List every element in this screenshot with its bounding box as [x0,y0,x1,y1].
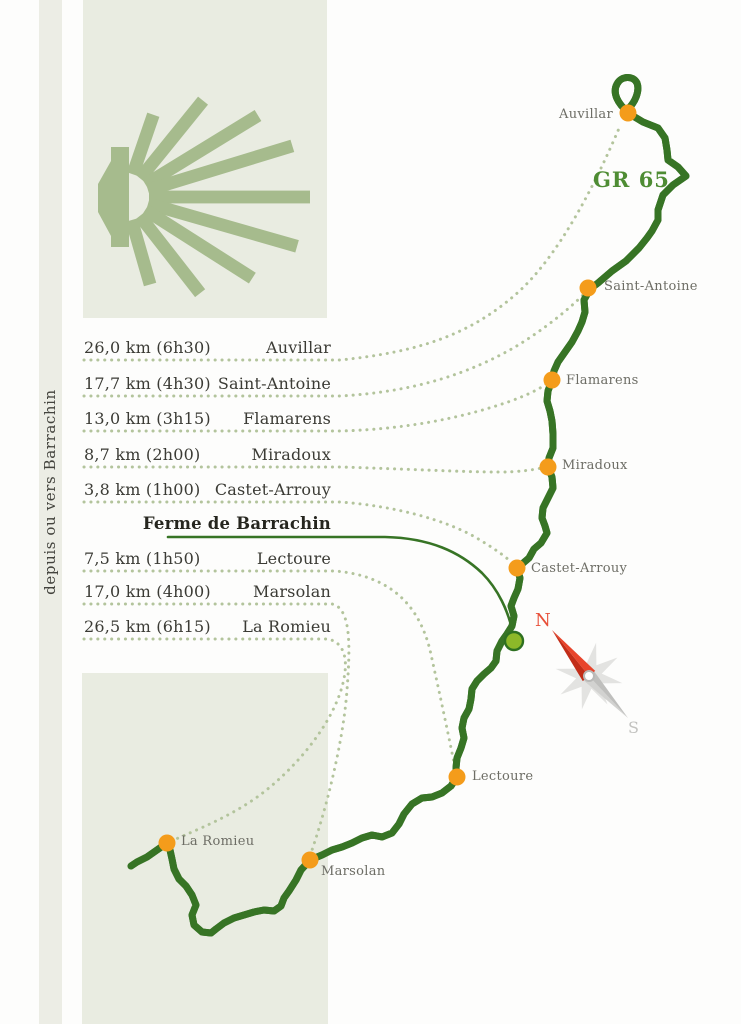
origin-circle-marker [503,630,525,652]
waypoint-la-romieu [158,834,176,852]
compass-needle-north-bright [552,630,596,676]
town-flamarens: Flamarens [243,409,331,428]
origin-label: Ferme de Barrachin [142,514,331,533]
distance-lectoure: 7,5 km (1h50) [84,549,201,568]
list-row-saint-antoine: 17,7 km (4h30) Saint-Antoine [84,374,331,393]
town-la-romieu: La Romieu [242,617,331,636]
compass-needle-north [552,630,589,682]
waypoint-lectoure [448,768,466,786]
list-row-castet-arrouy: 3,8 km (1h00) Castet-Arrouy [84,480,331,499]
compass-needle-south [583,676,628,718]
map-label-miradoux: Miradoux [562,458,628,473]
list-row-auvillar: 26,0 km (6h30) Auvillar [84,338,331,357]
bottom-left-panel [82,673,328,1024]
map-label-auvillar: Auvillar [559,107,613,122]
dotted-leader-lines [82,124,622,852]
map-label-la-romieu: La Romieu [181,834,255,849]
distance-la-romieu: 26,5 km (6h15) [84,617,211,636]
scallop-shell-icon [98,96,310,298]
waypoint-marsolan [301,851,319,869]
left-sidebar-strip [39,0,62,1024]
map-label-lectoure: Lectoure [472,769,534,784]
route-label-gr65: GR 65 [593,167,670,192]
distance-saint-antoine: 17,7 km (4h30) [84,374,211,393]
gr65-trail [127,77,690,937]
distance-flamarens: 13,0 km (3h15) [84,409,211,428]
list-row-flamarens: 13,0 km (3h15) Flamarens [84,409,331,428]
list-row-la-romieu: 26,5 km (6h15) La Romieu [84,617,331,636]
compass-rose-icon [552,630,628,718]
town-marsolan: Marsolan [253,582,331,601]
distance-auvillar: 26,0 km (6h30) [84,338,211,357]
distance-marsolan: 17,0 km (4h00) [84,582,211,601]
waypoint-saint-antoine [579,279,597,297]
waypoint-flamarens [543,371,561,389]
town-waypoint-markers [158,104,637,869]
town-lectoure: Lectoure [256,549,331,568]
map-label-flamarens: Flamarens [566,373,639,388]
map-label-saint-antoine: Saint-Antoine [604,279,698,294]
origin-connector-line [166,535,514,631]
map-label-castet-arrouy: Castet-Arrouy [531,561,628,576]
compass-needle-south-shade [589,671,628,718]
compass-south-label: S [628,718,639,737]
town-castet-arrouy: Castet-Arrouy [214,480,331,499]
list-row-marsolan: 17,0 km (4h00) Marsolan [84,582,331,601]
town-saint-antoine: Saint-Antoine [217,374,331,393]
list-row-miradoux: 8,7 km (2h00) Miradoux [84,445,331,464]
waypoint-castet-arrouy [508,559,526,577]
compass-north-label: N [535,610,551,631]
distance-miradoux: 8,7 km (2h00) [84,445,201,464]
town-miradoux: Miradoux [251,445,331,464]
compass-hub [583,670,595,682]
map-label-marsolan: Marsolan [321,864,386,879]
distance-castet-arrouy: 3,8 km (1h00) [84,480,201,499]
list-row-lectoure: 7,5 km (1h50) Lectoure [84,549,331,568]
town-auvillar: Auvillar [265,338,331,357]
waypoint-auvillar [619,104,637,122]
waypoint-miradoux [539,458,557,476]
